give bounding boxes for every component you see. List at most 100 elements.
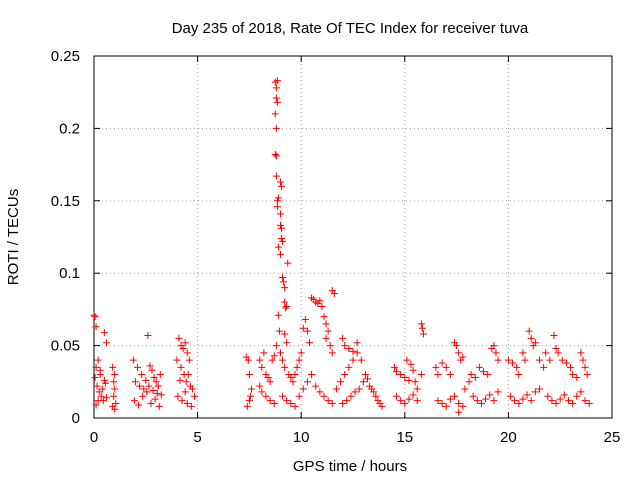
- data-point-marker: [152, 378, 160, 386]
- data-point-marker: [390, 363, 398, 371]
- data-point-marker: [293, 363, 301, 371]
- data-point-marker: [274, 194, 282, 202]
- data-point-marker: [271, 150, 279, 158]
- data-point-marker: [291, 371, 299, 379]
- data-point-marker: [110, 378, 118, 386]
- data-point-marker: [109, 363, 117, 371]
- data-point-marker: [579, 356, 587, 364]
- data-point-marker: [102, 394, 110, 402]
- data-point-marker: [156, 371, 164, 379]
- data-point-marker: [273, 98, 281, 106]
- data-points: [90, 77, 593, 416]
- data-point-marker: [525, 327, 533, 335]
- x-tick-label: 15: [396, 429, 413, 446]
- data-point-marker: [558, 356, 566, 364]
- data-point-marker: [287, 373, 295, 381]
- data-point-marker: [511, 397, 519, 405]
- data-point-marker: [246, 392, 254, 400]
- data-point-marker: [409, 391, 417, 399]
- data-point-marker: [149, 386, 157, 394]
- data-point-marker: [343, 397, 351, 405]
- data-point-marker: [274, 311, 282, 319]
- data-point-marker: [328, 349, 336, 357]
- data-point-marker: [282, 304, 290, 312]
- data-point-marker: [173, 356, 181, 364]
- data-point-marker: [256, 356, 264, 364]
- data-point-marker: [143, 388, 151, 396]
- data-point-marker: [281, 330, 289, 338]
- data-point-marker: [523, 391, 531, 399]
- x-tick-label: 10: [293, 429, 310, 446]
- data-point-marker: [573, 392, 581, 400]
- data-point-marker: [581, 397, 589, 405]
- data-point-marker: [403, 356, 411, 364]
- data-point-marker: [102, 339, 110, 347]
- data-point-marker: [393, 392, 401, 400]
- data-point-marker: [583, 371, 591, 379]
- data-point-marker: [153, 389, 161, 397]
- data-point-marker: [548, 397, 556, 405]
- data-point-marker: [272, 152, 280, 160]
- data-point-marker: [308, 371, 316, 379]
- data-point-marker: [142, 376, 150, 384]
- data-point-marker: [179, 344, 187, 352]
- data-point-marker: [111, 405, 119, 413]
- data-point-marker: [345, 363, 353, 371]
- data-point-marker: [326, 342, 334, 350]
- data-point-marker: [370, 388, 378, 396]
- data-point-marker: [94, 397, 102, 405]
- data-point-marker: [92, 401, 100, 409]
- data-point-marker: [519, 349, 527, 357]
- data-point-marker: [129, 356, 137, 364]
- y-axis-label: ROTI / TECUs: [5, 189, 22, 285]
- data-point-marker: [303, 378, 311, 386]
- data-point-marker: [190, 392, 198, 400]
- data-point-marker: [509, 359, 517, 367]
- data-point-marker: [301, 316, 309, 324]
- data-point-marker: [299, 324, 307, 332]
- data-point-marker: [266, 378, 274, 386]
- data-point-marker: [134, 363, 142, 371]
- data-point-marker: [364, 375, 372, 383]
- data-point-marker: [268, 356, 276, 364]
- data-point-marker: [245, 371, 253, 379]
- data-point-marker: [359, 378, 367, 386]
- axis-ticks: 0 5 10 15 20 25 0 0.05 0.1 0.15 0.2 0.25: [51, 48, 621, 446]
- data-point-marker: [341, 371, 349, 379]
- data-point-marker: [276, 221, 284, 229]
- data-point-marker: [283, 339, 291, 347]
- data-point-marker: [243, 402, 251, 410]
- data-point-marker: [154, 382, 162, 390]
- data-point-marker: [110, 392, 118, 400]
- data-point-marker: [318, 303, 326, 311]
- data-point-marker: [353, 349, 361, 357]
- data-point-marker: [270, 352, 278, 360]
- data-point-marker: [157, 391, 165, 399]
- data-point-marker: [100, 376, 108, 384]
- data-point-marker: [442, 402, 450, 410]
- data-point-marker: [554, 349, 562, 357]
- data-point-marker: [527, 397, 535, 405]
- data-point-marker: [100, 329, 108, 337]
- data-point-marker: [567, 363, 575, 371]
- data-point-marker: [276, 349, 284, 357]
- data-point-marker: [136, 382, 144, 390]
- data-point-marker: [469, 392, 477, 400]
- data-point-marker: [459, 353, 467, 361]
- data-point-marker: [432, 363, 440, 371]
- data-point-marker: [397, 371, 405, 379]
- data-point-marker: [494, 356, 502, 364]
- data-point-marker: [407, 360, 415, 368]
- data-point-marker: [112, 400, 120, 408]
- data-point-marker: [139, 392, 147, 400]
- data-point-marker: [272, 124, 280, 132]
- data-point-marker: [181, 388, 189, 396]
- data-point-marker: [291, 402, 299, 410]
- data-point-marker: [135, 401, 143, 409]
- data-point-marker: [140, 385, 148, 393]
- data-point-marker: [453, 342, 461, 350]
- data-point-marker: [339, 400, 347, 408]
- data-point-marker: [130, 397, 138, 405]
- data-point-marker: [287, 400, 295, 408]
- plot-frame: [93, 55, 613, 419]
